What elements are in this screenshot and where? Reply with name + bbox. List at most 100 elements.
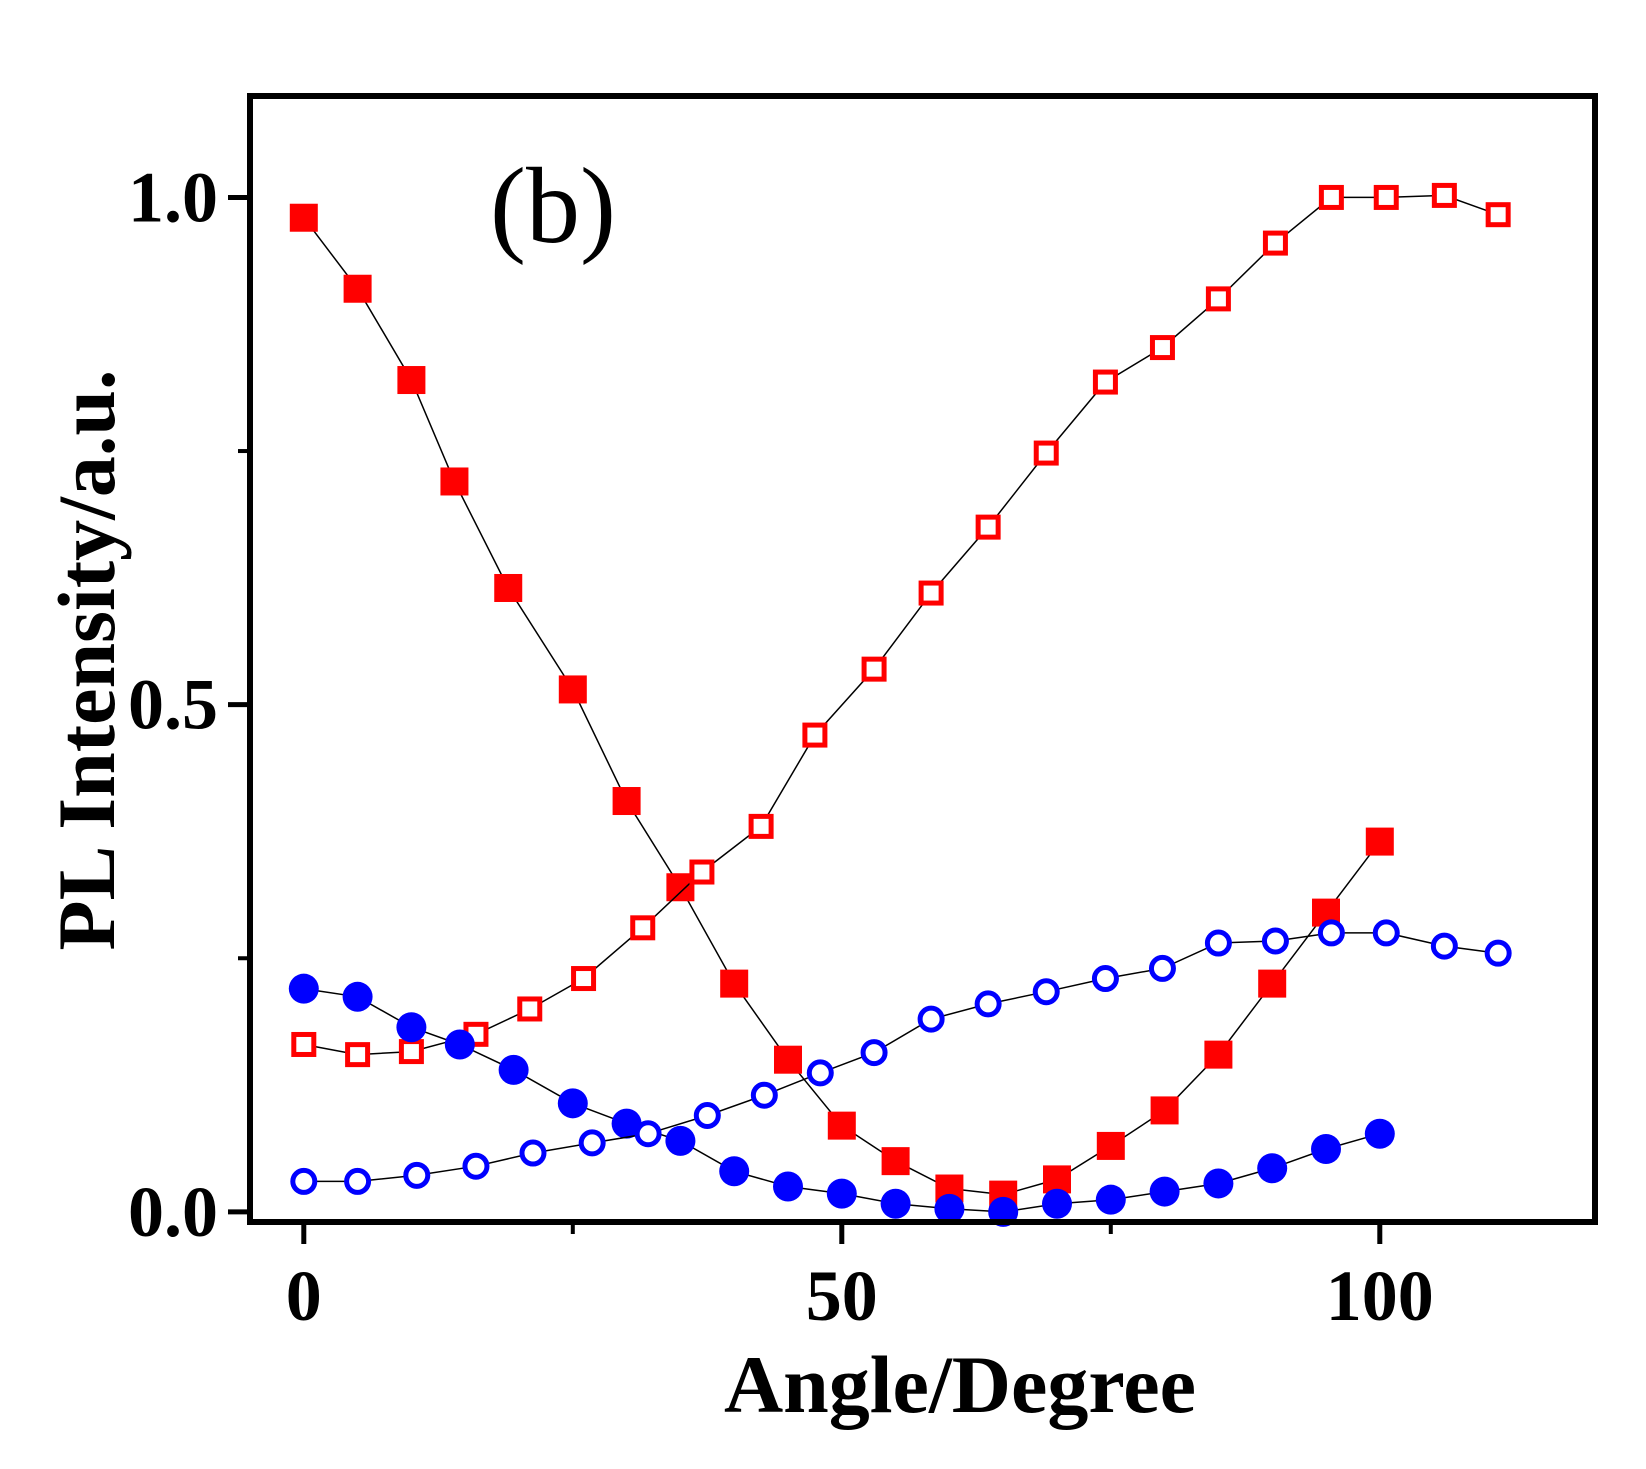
x-tick-label: 100 — [1326, 1256, 1434, 1336]
data-point — [1365, 827, 1394, 856]
data-point — [1149, 1176, 1180, 1207]
axes-layer — [247, 93, 1598, 1225]
series-red-open-squares — [291, 182, 1511, 1068]
x-axis-title: Angle/Degree — [724, 1339, 1196, 1430]
data-point — [342, 981, 373, 1012]
data-point — [1033, 440, 1059, 466]
data-point — [1311, 1133, 1341, 1164]
data-point — [720, 969, 749, 998]
data-point — [975, 514, 1001, 540]
y-tick-label: 0.5 — [128, 665, 218, 745]
data-point — [557, 1088, 588, 1119]
data-point — [1372, 919, 1400, 947]
data-point — [827, 1111, 856, 1140]
data-point — [750, 1081, 778, 1109]
data-point — [860, 1039, 888, 1067]
data-point — [396, 1012, 427, 1043]
data-point — [1095, 1184, 1126, 1215]
data-point — [498, 1054, 529, 1085]
y-tick-label: 1.0 — [128, 157, 218, 237]
data-point — [881, 1147, 910, 1176]
series-line — [303, 932, 1499, 1183]
data-point — [403, 1161, 431, 1189]
data-point — [1091, 965, 1119, 993]
data-point — [719, 1156, 750, 1187]
data-point — [1430, 932, 1458, 960]
data-point — [1484, 939, 1512, 967]
data-point — [344, 1167, 372, 1195]
data-point — [773, 1171, 803, 1202]
data-point — [693, 1101, 721, 1129]
data-point — [1148, 954, 1176, 982]
data-point — [1258, 969, 1287, 998]
data-point — [1203, 1168, 1234, 1199]
data-point — [398, 1039, 424, 1065]
data-point — [1032, 978, 1060, 1006]
data-point — [1205, 286, 1231, 312]
x-tick-label: 50 — [806, 1256, 878, 1336]
data-point — [444, 1029, 475, 1060]
data-point — [689, 859, 715, 885]
data-point — [343, 274, 372, 303]
series-line — [303, 194, 1499, 1056]
series-red-filled-squares — [289, 203, 1394, 1209]
data-point — [634, 1120, 662, 1148]
data-point — [558, 675, 587, 704]
data-point — [1317, 919, 1345, 947]
data-point — [571, 966, 597, 992]
data-point — [290, 1167, 318, 1195]
data-point — [291, 1031, 317, 1057]
data-point — [462, 1152, 490, 1180]
data-point — [1257, 1153, 1288, 1184]
data-point — [918, 580, 944, 606]
data-point — [517, 996, 543, 1022]
data-point — [861, 656, 887, 682]
data-point — [345, 1042, 371, 1068]
data-point — [934, 1193, 965, 1224]
data-point — [1204, 929, 1232, 957]
series-blue-filled-circles — [288, 973, 1395, 1227]
y-tick-label: 0.0 — [128, 1172, 218, 1252]
data-point — [917, 1005, 945, 1033]
data-point — [1485, 202, 1511, 228]
plot-frame — [247, 93, 1598, 1225]
data-point — [1150, 1096, 1179, 1125]
data-point — [289, 203, 318, 232]
data-point — [1261, 927, 1289, 955]
data-point — [1373, 184, 1399, 210]
data-point — [748, 813, 774, 839]
data-point — [826, 1178, 857, 1209]
series-blue-open-circles — [290, 919, 1512, 1195]
data-point — [1364, 1118, 1395, 1149]
data-point — [1149, 335, 1175, 361]
data-point — [665, 1125, 696, 1156]
ticks-layer: 0 50 100 0.0 0.5 1.0 — [128, 157, 1434, 1336]
data-point — [397, 366, 426, 395]
data-point — [974, 990, 1002, 1018]
data-point — [1042, 1188, 1072, 1219]
data-point — [288, 973, 319, 1004]
data-point — [1096, 1131, 1125, 1160]
series-layer — [288, 182, 1512, 1227]
data-point — [1262, 230, 1288, 256]
data-point — [774, 1045, 802, 1074]
data-point — [806, 1059, 834, 1087]
data-point — [519, 1139, 547, 1167]
data-point — [880, 1188, 911, 1219]
data-point — [802, 722, 828, 748]
data-point — [1092, 369, 1118, 395]
data-point — [1431, 182, 1457, 208]
data-point — [630, 915, 656, 941]
panel-label: (b) — [490, 147, 616, 266]
y-axis-title: PL Intensity/a.u. — [41, 370, 132, 951]
data-point — [1318, 184, 1344, 210]
data-point — [1204, 1040, 1233, 1069]
data-point — [494, 573, 523, 602]
x-tick-label: 0 — [286, 1256, 322, 1336]
data-point — [612, 787, 641, 816]
data-point — [611, 1108, 642, 1139]
data-point — [1043, 1165, 1071, 1194]
data-point — [440, 467, 469, 496]
data-point — [578, 1129, 606, 1157]
